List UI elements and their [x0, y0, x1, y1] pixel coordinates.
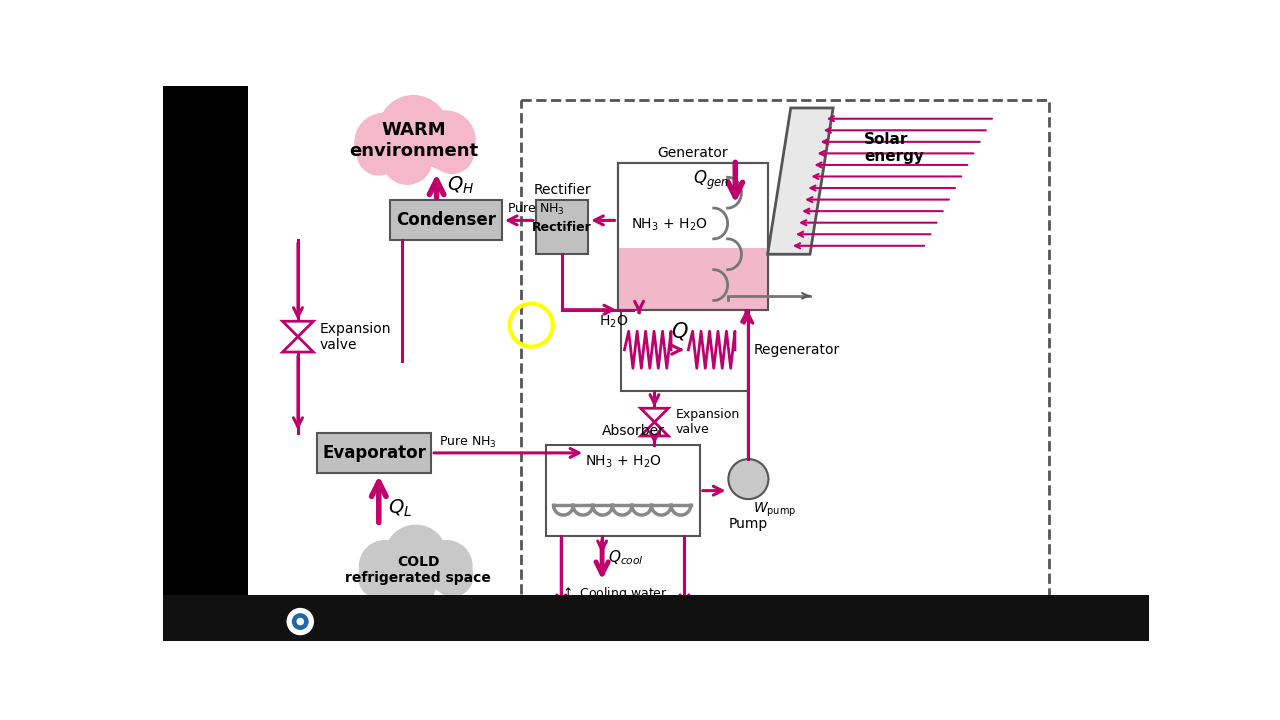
Text: Condenser: Condenser	[397, 212, 497, 230]
Text: Rectifier: Rectifier	[534, 183, 591, 197]
Circle shape	[430, 130, 474, 174]
FancyBboxPatch shape	[621, 310, 748, 390]
Text: SCREENCAST: SCREENCAST	[191, 612, 333, 631]
Text: Expansion
valve: Expansion valve	[676, 408, 740, 436]
Circle shape	[293, 614, 308, 629]
FancyBboxPatch shape	[317, 433, 431, 473]
Circle shape	[357, 132, 401, 175]
Polygon shape	[640, 408, 668, 422]
Text: Pure NH$_3$: Pure NH$_3$	[507, 202, 564, 217]
FancyBboxPatch shape	[164, 595, 1149, 641]
Text: $Q_{gen}$: $Q_{gen}$	[692, 168, 730, 192]
Text: Solar
energy: Solar energy	[864, 132, 924, 164]
Text: Rectifier: Rectifier	[532, 221, 591, 234]
Text: COLD
refrigerated space: COLD refrigerated space	[346, 555, 492, 585]
Text: MATIC: MATIC	[317, 612, 385, 631]
Circle shape	[389, 562, 435, 608]
Text: Absorber: Absorber	[602, 424, 666, 438]
Circle shape	[383, 135, 431, 184]
FancyBboxPatch shape	[617, 163, 768, 310]
Text: Pump: Pump	[728, 517, 768, 531]
Text: $\mathit{Q}$: $\mathit{Q}$	[672, 320, 689, 342]
Polygon shape	[768, 108, 833, 254]
Text: NH$_3$ + H$_2$O: NH$_3$ + H$_2$O	[631, 217, 708, 233]
Polygon shape	[283, 321, 314, 337]
FancyBboxPatch shape	[536, 200, 589, 254]
Text: WARM
environment: WARM environment	[349, 121, 477, 160]
FancyBboxPatch shape	[164, 86, 248, 641]
Circle shape	[421, 541, 472, 592]
Text: $Q_L$: $Q_L$	[388, 498, 412, 519]
Text: RECORDED WITH: RECORDED WITH	[192, 603, 284, 613]
FancyBboxPatch shape	[545, 445, 700, 536]
Polygon shape	[640, 422, 668, 436]
Circle shape	[288, 609, 312, 634]
Circle shape	[416, 111, 475, 169]
Circle shape	[358, 557, 399, 598]
Text: Expansion
valve: Expansion valve	[320, 322, 390, 352]
Text: Generator: Generator	[657, 145, 727, 160]
Text: $Q_H$: $Q_H$	[447, 174, 474, 196]
Text: H$_2$O: H$_2$O	[599, 314, 628, 330]
Circle shape	[355, 113, 413, 172]
FancyBboxPatch shape	[390, 200, 502, 240]
Circle shape	[385, 526, 447, 587]
Text: $\uparrow$ Cooling water: $\uparrow$ Cooling water	[559, 585, 668, 601]
Circle shape	[297, 618, 303, 625]
Circle shape	[379, 96, 448, 165]
Circle shape	[728, 459, 768, 499]
Text: NH$_3$ + H$_2$O: NH$_3$ + H$_2$O	[585, 454, 662, 470]
Text: $Q_{cool}$: $Q_{cool}$	[608, 549, 644, 567]
Polygon shape	[283, 337, 314, 352]
Text: Regenerator: Regenerator	[754, 343, 840, 356]
Circle shape	[433, 556, 472, 596]
Text: Evaporator: Evaporator	[323, 444, 426, 462]
FancyBboxPatch shape	[617, 248, 768, 310]
Text: Pure NH$_3$: Pure NH$_3$	[439, 435, 497, 450]
Circle shape	[360, 541, 411, 592]
Text: $W_\mathrm{pump}$: $W_\mathrm{pump}$	[753, 500, 796, 519]
